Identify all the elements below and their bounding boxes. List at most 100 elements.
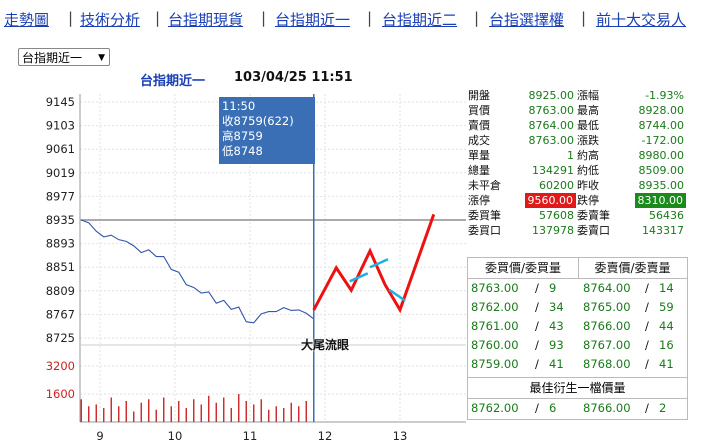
price-tick-label: 8725 (46, 331, 75, 345)
quote-table: 開盤 8925.00 漲幅 -1.93% 買價 8763.00 最高 8928.00 賣價 876… (468, 88, 688, 238)
price-chart[interactable]: 9145 9103 9061 9019 8977 8935 8893 8851 8809 8767… (0, 0, 466, 446)
nav-link-futures-spot[interactable]: 台指期現貨 (168, 11, 244, 29)
nav-link-technical[interactable]: 技術分析 (80, 11, 141, 29)
quote-value: 8744.00 (638, 119, 685, 132)
tooltip-low: 低8748 (222, 144, 263, 158)
quote-label: 總量 (468, 164, 490, 177)
price-tick-label: 8767 (46, 307, 75, 321)
quote-row: 單量 1 約高 8980.00 (468, 148, 688, 163)
quote-label: 跌停 (577, 194, 599, 207)
slash: / (535, 319, 539, 333)
breakout-marker (369, 258, 389, 269)
bid-price: 8760.00 (471, 338, 519, 352)
time-tick-label: 11 (243, 429, 258, 443)
quote-value: 8509.00 (638, 164, 685, 177)
slash: / (535, 281, 539, 295)
ask-qty: 41 (659, 357, 674, 371)
quote-value: 137978 (532, 224, 574, 237)
quote-value: 56436 (649, 209, 684, 222)
quote-label: 成交 (468, 134, 490, 147)
derived-header: 最佳衍生一檔價量 (468, 377, 687, 399)
nav-link-top10-traders[interactable]: 前十大交易人 (596, 11, 687, 29)
chart-datetime: 103/04/25 11:51 (234, 70, 353, 85)
forecast-layer (312, 213, 436, 314)
slash: / (535, 300, 539, 314)
derived-bid-qty: 6 (549, 401, 557, 415)
tooltip-high: 高8759 (222, 129, 263, 143)
slash: / (645, 338, 649, 352)
tooltip-close: 收8759(622) (222, 114, 294, 128)
quote-row: 未平倉 60200 昨收 8935.00 (468, 178, 688, 193)
forecast-markers (349, 258, 406, 302)
bid-price: 8763.00 (471, 281, 519, 295)
nav-link-options[interactable]: 台指選擇權 (489, 11, 565, 29)
time-tick-label: 9 (96, 429, 103, 443)
volume-tick-label: 1600 (46, 387, 75, 401)
derived-ask-price: 8766.00 (583, 401, 631, 415)
price-tick-label: 8809 (46, 284, 75, 298)
quote-value: 8310.00 (634, 193, 686, 208)
quote-label: 昨收 (577, 179, 599, 192)
slash: / (535, 357, 539, 371)
price-tick-label: 8977 (46, 189, 75, 203)
time-axis: 9 10 11 12 13 (96, 429, 407, 443)
slash: / (645, 300, 649, 314)
quote-value: 8764.00 (528, 119, 575, 132)
bid-qty: 93 (549, 338, 564, 352)
ask-header: 委賣價/委賣量 (578, 258, 687, 279)
quote-value: 8935.00 (638, 179, 685, 192)
annotation-label: 大尾流眼 (301, 338, 350, 352)
time-tick-label: 10 (168, 429, 183, 443)
ask-qty: 16 (659, 338, 674, 352)
slash: / (535, 338, 539, 352)
tooltip-box: 11:50 收8759(622) 高8759 低8748 (219, 97, 315, 164)
quote-label: 未平倉 (468, 179, 501, 192)
chart-title: 台指期近一 (140, 74, 206, 89)
bid-price: 8761.00 (471, 319, 519, 333)
quote-label: 約高 (577, 149, 599, 162)
nav-separator: | (367, 9, 373, 27)
bid-price: 8759.00 (471, 357, 519, 371)
chevron-down-icon: ▼ (98, 53, 105, 63)
price-line (81, 219, 315, 324)
quote-value: 8925.00 (528, 89, 575, 102)
ask-price: 8767.00 (583, 338, 631, 352)
ask-price: 8768.00 (583, 357, 631, 371)
price-tick-label: 9019 (46, 166, 75, 180)
price-tick-label: 8851 (46, 260, 75, 274)
contract-select[interactable]: 台指期近一 ▼ (18, 48, 110, 66)
quote-row: 漲停 9560.00 跌停 8310.00 (468, 193, 688, 208)
derived-bid-price: 8762.00 (471, 401, 519, 415)
nav-separator: | (581, 9, 587, 27)
tooltip-time: 11:50 (222, 99, 256, 113)
nav-link-futures-near2[interactable]: 台指期近二 (382, 11, 458, 29)
quote-value: 57608 (539, 209, 574, 222)
bid-qty: 41 (549, 357, 564, 371)
volume-tick-label: 3200 (46, 359, 75, 373)
ask-qty: 44 (659, 319, 674, 333)
breakout-marker (349, 272, 369, 283)
quote-value: -172.00 (641, 134, 684, 147)
quote-value: 8928.00 (638, 104, 685, 117)
volume-axis: 3200 1600 (46, 359, 75, 401)
nav-bar: 走勢圖 | 技術分析 | 台指期現貨 | 台指期近一 | 台指期近二 | 台指選… (0, 0, 706, 34)
volume-bars (80, 394, 315, 422)
quote-label: 最高 (577, 104, 599, 117)
quote-row: 開盤 8925.00 漲幅 -1.93% (468, 88, 688, 103)
bid-qty: 9 (549, 281, 557, 295)
slash: / (645, 281, 649, 295)
ask-price: 8765.00 (583, 300, 631, 314)
quote-row: 買價 8763.00 最高 8928.00 (468, 103, 688, 118)
quote-label: 委買口 (468, 224, 501, 237)
quote-value: 60200 (539, 179, 574, 192)
quote-value: 8980.00 (638, 149, 685, 162)
contract-select-value: 台指期近一 (22, 51, 83, 65)
nav-link-futures-near1[interactable]: 台指期近一 (275, 11, 351, 29)
quote-label: 單量 (468, 149, 490, 162)
nav-link-trend[interactable]: 走勢圖 (4, 11, 50, 29)
nav-separator: | (68, 9, 74, 27)
quote-row: 委買筆 57608 委賣筆 56436 (468, 208, 688, 223)
quote-value: 8763.00 (528, 104, 575, 117)
bid-price: 8762.00 (471, 300, 519, 314)
bid-qty: 43 (549, 319, 564, 333)
